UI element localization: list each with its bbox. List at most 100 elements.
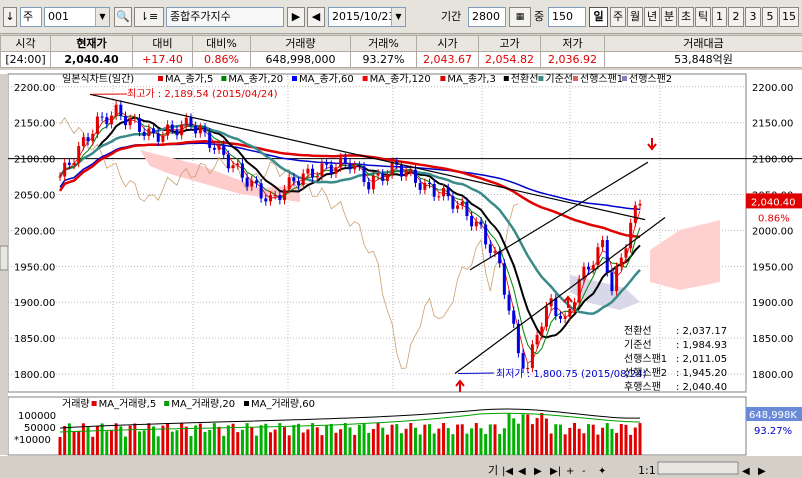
volume-bar xyxy=(507,413,511,455)
quote-table: 시각 현재가 대비 대비% 거래량 거래% 시가 고가 저가 거래대금 [24:00] 2,040.… xyxy=(0,35,802,68)
chart-settings-icon[interactable]: ▦ xyxy=(509,7,531,27)
ichimoku-value-1: : 1,984.93 xyxy=(676,340,727,351)
candle-body xyxy=(474,221,478,227)
volume-bar xyxy=(573,423,577,455)
volume-bar xyxy=(540,413,544,455)
count-label: 중 xyxy=(534,10,545,23)
legend-item-6: 전환선 xyxy=(511,73,539,85)
date-input[interactable]: 2015/10/23 ▼ xyxy=(328,7,406,27)
vol-legend-swatch-2 xyxy=(164,401,170,406)
quote-header-9: 거래대금 xyxy=(604,35,802,52)
volume-bar xyxy=(63,426,67,455)
candle-body xyxy=(166,124,170,136)
period-button-0[interactable]: 일 xyxy=(589,7,608,27)
count-input[interactable]: 150 xyxy=(548,7,586,27)
market-type-select[interactable]: 주 xyxy=(20,7,42,27)
candle-body xyxy=(596,247,600,266)
candle-body xyxy=(399,164,403,177)
candle-body xyxy=(81,137,85,147)
candle-body xyxy=(512,310,516,324)
search-icon[interactable]: 🔍 xyxy=(114,7,132,27)
volume-bar xyxy=(329,423,333,455)
nav-icon-4: + xyxy=(566,466,574,477)
period-button-11[interactable]: 15 xyxy=(779,7,799,27)
volume-bar xyxy=(498,433,502,455)
y-tick-left-1: 2150.00 xyxy=(14,119,55,130)
candle-body xyxy=(161,135,165,142)
volume-bar xyxy=(86,426,90,455)
period-button-6[interactable]: 틱 xyxy=(695,7,711,27)
legend-item-0: 일본식차트(일간) xyxy=(62,73,134,85)
candle-body xyxy=(343,157,347,164)
volume-bar xyxy=(357,424,361,455)
period-button-3[interactable]: 년 xyxy=(644,7,660,27)
y-tick-right-4: 2000.00 xyxy=(752,226,793,237)
legend-swatch-6 xyxy=(503,76,509,81)
volume-bar xyxy=(292,425,296,455)
period-input[interactable]: 2800 xyxy=(468,7,506,27)
period-button-1[interactable]: 주 xyxy=(610,7,626,27)
channel-top-line xyxy=(469,161,649,271)
candle-body xyxy=(95,116,99,134)
volume-bar xyxy=(465,433,469,455)
volume-bar xyxy=(58,437,62,455)
volume-bar xyxy=(283,427,287,455)
candle-body xyxy=(376,173,380,176)
volume-bar xyxy=(339,429,343,455)
legend-item-3: MA_종가,60 xyxy=(299,73,354,85)
candle-body xyxy=(507,294,511,311)
next-icon[interactable]: ▶ xyxy=(287,7,305,27)
volume-bar xyxy=(226,425,230,455)
volume-bar xyxy=(152,426,156,455)
volume-bar xyxy=(109,430,113,455)
candle-body xyxy=(320,163,324,177)
y-tick-left-8: 1800.00 xyxy=(14,370,55,381)
candle-body xyxy=(638,203,642,206)
volume-bar xyxy=(170,431,174,455)
period-button-10[interactable]: 5 xyxy=(762,7,778,27)
volume-bar xyxy=(297,423,301,455)
candle-body xyxy=(371,175,375,190)
candle-body xyxy=(175,129,179,136)
volume-bar xyxy=(484,433,488,455)
period-button-4[interactable]: 분 xyxy=(661,7,677,27)
period-button-9[interactable]: 3 xyxy=(745,7,761,27)
scroll-arrow-icon[interactable]: ↓ xyxy=(3,7,17,27)
period-button-7[interactable]: 1 xyxy=(712,7,727,27)
period-button-5[interactable]: 초 xyxy=(678,7,694,27)
low-price-label: 최저가 : 1,800.75 (2015/08/24) xyxy=(496,368,647,380)
candle-body xyxy=(601,240,605,248)
volume-bar xyxy=(189,436,193,455)
pct-tag: 0.86% xyxy=(758,213,790,224)
volume-bar xyxy=(334,432,338,455)
volume-bar xyxy=(231,423,235,455)
candle-body xyxy=(558,315,562,319)
cloud-lower xyxy=(570,275,640,310)
code-input[interactable]: 001 ▼ xyxy=(44,7,110,27)
candle-body xyxy=(287,177,291,190)
legend-swatch-1 xyxy=(158,76,163,81)
cloud-future xyxy=(650,220,720,290)
ichimoku-label-1: 기준선 xyxy=(624,339,652,351)
volume-bar xyxy=(273,429,277,455)
sort-menu-icon[interactable]: ⇂≡ xyxy=(134,7,164,27)
volume-bar xyxy=(512,418,516,455)
left-scroll-handle xyxy=(0,245,9,271)
candle-body xyxy=(465,201,469,216)
volume-bar xyxy=(348,427,352,455)
y-tick-left-6: 1900.00 xyxy=(14,298,55,309)
volume-bar xyxy=(521,414,525,455)
prev-icon[interactable]: ◀ xyxy=(307,7,325,27)
base-line xyxy=(58,123,641,315)
candle-body xyxy=(212,147,216,150)
period-button-8[interactable]: 2 xyxy=(728,7,744,27)
stock-chart: 2200.00 2200.00 2150.00 2150.00 2100.00 2100.… xyxy=(0,70,802,478)
volume-bar xyxy=(456,424,460,455)
candle-body xyxy=(573,302,577,310)
volume-bar xyxy=(245,423,249,455)
period-button-2[interactable]: 월 xyxy=(627,7,643,27)
chevron-down-icon[interactable]: ▼ xyxy=(95,8,109,26)
stock-name-field: 종합주가지수 xyxy=(166,7,284,27)
calendar-dropdown-icon[interactable]: ▼ xyxy=(391,8,405,26)
candle-body xyxy=(226,154,230,169)
